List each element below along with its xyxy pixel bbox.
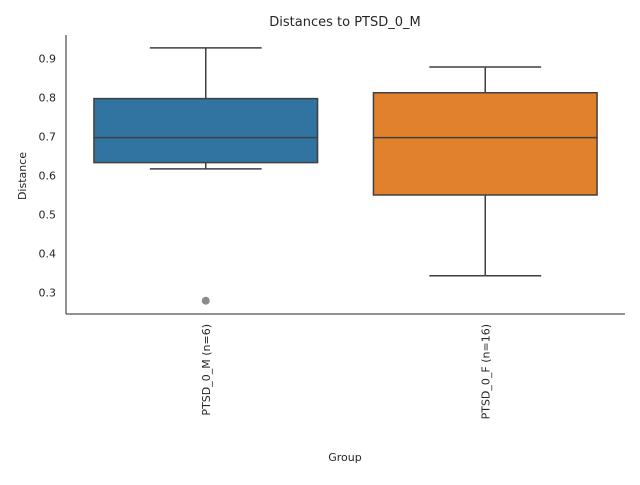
iqr-box bbox=[93, 97, 319, 164]
y-tick-label: 0.3 bbox=[39, 287, 57, 300]
box-group bbox=[93, 47, 319, 305]
iqr-box bbox=[372, 92, 598, 196]
outlier-point bbox=[201, 296, 210, 305]
chart-title: Distances to PTSD_0_M bbox=[269, 15, 420, 30]
y-tick-label: 0.7 bbox=[39, 130, 57, 143]
y-tick-label: 0.9 bbox=[39, 52, 57, 65]
boxes-layer bbox=[93, 47, 598, 305]
box-group bbox=[372, 66, 598, 277]
y-tick-label: 0.4 bbox=[39, 248, 57, 261]
x-tick-label: PTSD_0_F (n=16) bbox=[479, 324, 492, 419]
y-tick-label: 0.5 bbox=[39, 208, 57, 221]
x-tick-label: PTSD_0_M (n=6) bbox=[200, 324, 213, 416]
axes: 0.3 0.4 0.5 0.6 0.7 0.8 0.9 PTSD_0_M (n=6) PTSD_… bbox=[39, 35, 625, 419]
y-tick-label: 0.8 bbox=[39, 91, 57, 104]
x-axis-label: Group bbox=[328, 451, 362, 464]
y-axis-label: Distance bbox=[16, 152, 29, 200]
y-tick-label: 0.6 bbox=[39, 169, 57, 182]
